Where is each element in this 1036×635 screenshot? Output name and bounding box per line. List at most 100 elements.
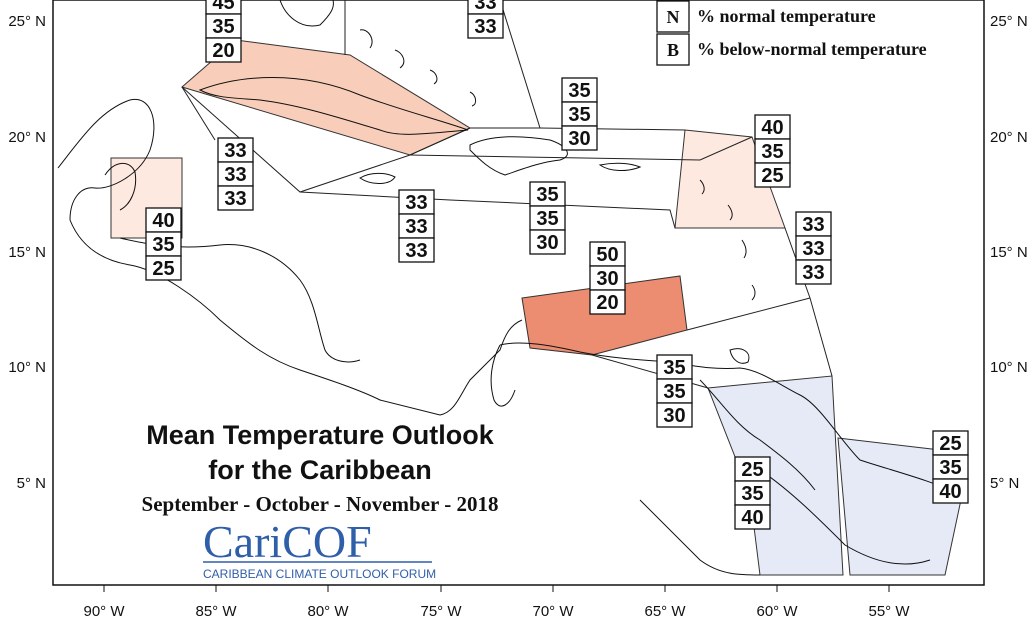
- prob-value: 33: [224, 164, 246, 186]
- prob-value: 33: [474, 16, 496, 38]
- prob-value: 33: [802, 262, 824, 284]
- logo-subtitle: CARIBBEAN CLIMATE OUTLOOK FORUM: [203, 567, 436, 581]
- legend-key: N: [667, 7, 680, 27]
- x-tick: 75° W: [420, 603, 462, 620]
- prob-box: [932, 430, 969, 456]
- prob-value: 33: [474, 0, 496, 14]
- prob-box: [398, 189, 435, 215]
- x-tick: 65° W: [644, 603, 686, 620]
- y-tick-left: 20° N: [8, 129, 46, 146]
- x-tick: 80° W: [307, 603, 349, 620]
- prob-box: [754, 138, 791, 164]
- prob-value: 35: [663, 381, 685, 403]
- legend-key-box: [656, 0, 690, 33]
- x-tick: 85° W: [195, 603, 237, 620]
- prob-box: [561, 125, 598, 151]
- legend-key: B: [667, 40, 679, 60]
- prob-value: 30: [568, 128, 590, 150]
- map-title-line1: Mean Temperature Outlook: [146, 420, 495, 450]
- prob-value: 35: [663, 357, 685, 379]
- prob-value: 35: [741, 483, 763, 505]
- y-tick-right: 20° N: [990, 129, 1028, 146]
- prob-value: 40: [939, 481, 961, 503]
- prob-box: [656, 378, 693, 404]
- prob-box: [656, 354, 693, 380]
- legend-label: % below-normal temperature: [697, 39, 927, 59]
- x-tick: 55° W: [868, 603, 910, 620]
- probability-boxes: 4535203333333333403525333333353530353530…: [145, 0, 969, 530]
- prob-box: [932, 478, 969, 504]
- prob-value: 35: [212, 16, 234, 38]
- y-axis-left: 25° N 20° N 15° N 10° N 5° N: [8, 13, 46, 492]
- prob-box: [467, 13, 504, 39]
- prob-value: 40: [741, 507, 763, 529]
- x-axis: 90° W 85° W 80° W 75° W 70° W 65° W 60° …: [83, 585, 910, 620]
- prob-box: [205, 37, 242, 63]
- region-suriname-fill: [837, 437, 963, 576]
- y-tick-left: 5° N: [17, 475, 46, 492]
- y-tick-right: 25° N: [990, 13, 1028, 30]
- prob-box: [529, 229, 566, 255]
- prob-value: 50: [596, 244, 618, 266]
- logo-text: CariCOF: [203, 516, 372, 567]
- y-tick-right: 15° N: [990, 244, 1028, 261]
- y-tick-left: 25° N: [8, 13, 46, 30]
- prob-value: 33: [224, 140, 246, 162]
- prob-box: [398, 237, 435, 263]
- prob-value: 35: [152, 234, 174, 256]
- legend-label: % normal temperature: [697, 6, 876, 26]
- y-tick-left: 15° N: [8, 244, 46, 261]
- caricof-logo: CariCOF CARIBBEAN CLIMATE OUTLOOK FORUM: [203, 516, 436, 581]
- prob-value: 35: [536, 184, 558, 206]
- y-axis-right: 25° N 20° N 15° N 10° N 5° N: [990, 13, 1028, 492]
- legend: N % normal temperature B % below-normal …: [656, 0, 927, 66]
- prob-value: 20: [212, 40, 234, 62]
- prob-value: 33: [405, 240, 427, 262]
- prob-box: [795, 259, 832, 285]
- y-tick-right: 5° N: [990, 475, 1019, 492]
- prob-value: 33: [224, 188, 246, 210]
- y-tick-right: 10° N: [990, 359, 1028, 376]
- x-tick: 70° W: [532, 603, 574, 620]
- prob-value: 35: [568, 104, 590, 126]
- map-title-line2: for the Caribbean: [208, 455, 432, 485]
- prob-value: 30: [663, 405, 685, 427]
- prob-value: 20: [596, 292, 618, 314]
- x-tick: 60° W: [756, 603, 798, 620]
- prob-box: [589, 241, 626, 267]
- prob-value: 30: [596, 268, 618, 290]
- prob-value: 40: [761, 117, 783, 139]
- prob-box: [754, 162, 791, 188]
- prob-box: [734, 504, 771, 530]
- prob-value: 45: [212, 0, 234, 14]
- prob-box: [734, 480, 771, 506]
- prob-value: 40: [152, 210, 174, 232]
- prob-value: 25: [152, 258, 174, 280]
- prob-box: [217, 137, 254, 163]
- prob-value: 25: [741, 459, 763, 481]
- prob-value: 35: [761, 141, 783, 163]
- x-tick: 90° W: [83, 603, 125, 620]
- prob-value: 33: [405, 192, 427, 214]
- prob-box: [589, 289, 626, 315]
- prob-value: 33: [802, 238, 824, 260]
- prob-value: 35: [939, 457, 961, 479]
- prob-box: [656, 402, 693, 428]
- prob-value: 25: [939, 433, 961, 455]
- prob-box: [529, 181, 566, 207]
- prob-box: [217, 161, 254, 187]
- y-tick-left: 10° N: [8, 359, 46, 376]
